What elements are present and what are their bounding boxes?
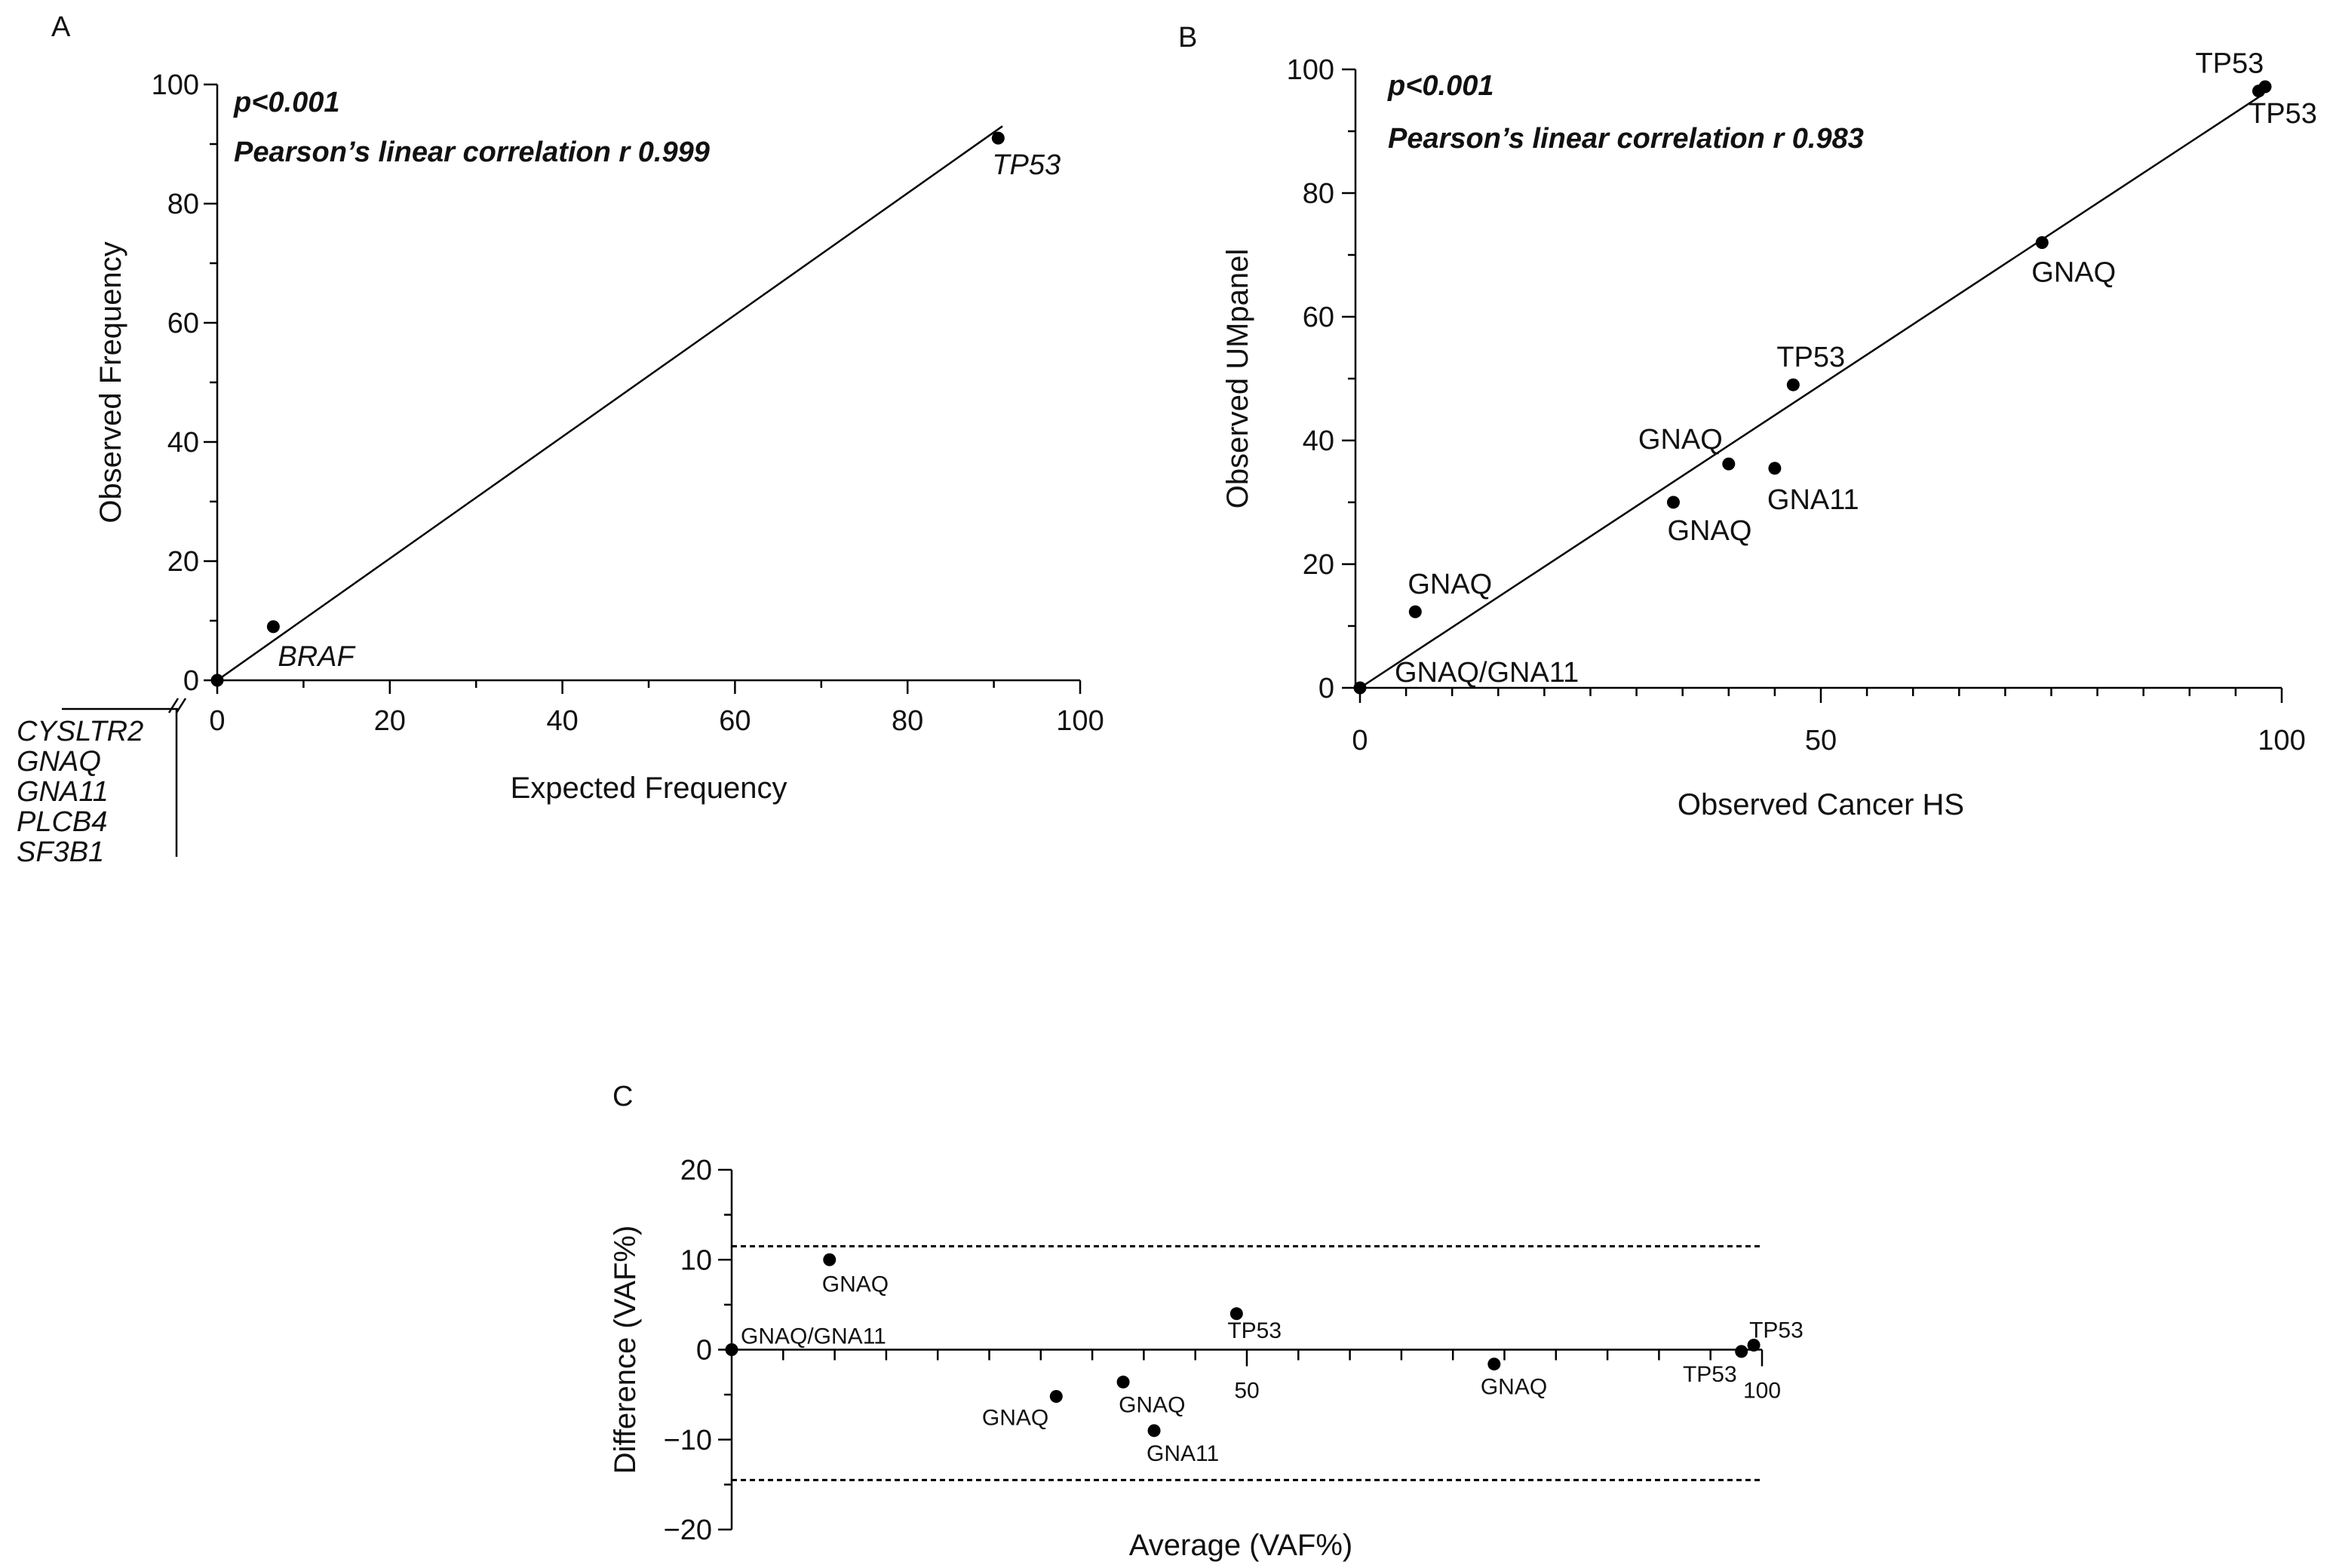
panel-c-y-tick-label: −10 [664,1425,712,1456]
panel-c-x-axis-title: Average (VAF%) [1129,1529,1352,1562]
panel-a-p-value: p<0.001 [233,87,340,118]
panel-a-y-axis-title: Observed Frequency [94,241,127,523]
panel-a-y-tick-label: 40 [167,427,199,459]
panel-b-letter: B [1178,22,1197,54]
panel-a-y-tick-label: 100 [152,69,199,101]
panel-a-zero-gene-label: CYSLTR2 [17,716,143,747]
panel-b-x-tick-label: 50 [1805,725,1837,756]
panel-c-point-label: GNAQ [1119,1392,1185,1417]
panel-c-point [1229,1307,1243,1321]
panel-b-point [2035,236,2049,250]
panel-a-y-tick-label: 20 [167,546,199,578]
panel-b-pearson-r: Pearson’s linear correlation r 0.983 [1388,123,1864,155]
panel-a-y-tick-label: 80 [167,189,199,220]
panel-a-x-tick-label: 100 [1056,705,1104,737]
panel-c-point [1735,1345,1748,1358]
panel-c-point [1147,1424,1161,1438]
panel-c-letter: C [612,1081,633,1112]
panel-c-point [1487,1358,1501,1371]
panel-b-point [1786,378,1800,391]
panel-c-point-label: GNA11 [1147,1441,1219,1466]
panel-b-point-label: GNA11 [1767,484,1859,516]
panel-c-point-label: TP53 [1683,1362,1737,1387]
panel-b-point-label: GNAQ/GNA11 [1395,657,1579,689]
panel-b-x-axis-title: Observed Cancer HS [1678,788,1964,821]
panel-c-y-tick-label: 0 [696,1335,712,1367]
panel-b-y-tick-label: 80 [1303,178,1334,210]
panel-a-zero-gene-label: GNAQ [17,746,101,778]
panel-c-x-tick-label: 100 [1743,1379,1781,1404]
panel-a-x-tick-label: 0 [209,705,225,737]
panel-c-point [725,1343,738,1356]
panel-a-zero-gene-label: SF3B1 [17,836,104,868]
panel-b-point-label: GNAQ [1408,569,1492,600]
panel-c-point-label: GNAQ [1481,1375,1547,1400]
panel-b-point [2258,80,2272,94]
panel-b-y-tick-label: 100 [1287,54,1334,86]
panel-c-point [823,1253,837,1266]
panel-b-point-label: GNAQ [1667,515,1751,547]
panel-b-p-value: p<0.001 [1387,70,1494,102]
panel-b-y-tick-label: 0 [1318,673,1334,704]
panel-b-y-tick-label: 60 [1303,302,1334,333]
panel-c-y-tick-label: 10 [680,1244,712,1276]
panel-a-x-axis-title: Expected Frequency [511,772,787,805]
panel-a-gene-bracket-break [167,698,180,713]
panel-b-point-label: TP53 [2195,48,2264,80]
panel-a-y-tick-label: 60 [167,308,199,339]
panel-a-y-tick-label: 0 [183,665,199,697]
panel-b-point [1666,496,1680,509]
panel-b-y-tick-label: 20 [1303,549,1334,581]
panel-b-y-tick-label: 40 [1303,425,1334,457]
panel-c-point [1116,1375,1130,1388]
panel-c-point [1747,1339,1761,1352]
panel-b-x-tick-label: 100 [2258,725,2305,756]
panel-a-x-tick-label: 40 [546,705,578,737]
panel-a-point-label: TP53 [992,149,1061,181]
panel-b-point-label: TP53 [1776,342,1845,373]
panel-b-point [1408,605,1422,618]
panel-a-x-tick-label: 60 [719,705,751,737]
panel-c-y-axis-title: Difference (VAF%) [609,1226,642,1474]
panel-c-point-label: TP53 [1227,1318,1282,1343]
panel-b-x-tick-label: 0 [1352,725,1368,756]
panel-b-y-axis-title: Observed UMpanel [1221,249,1254,509]
panel-c-y-tick-label: −20 [664,1514,712,1546]
panel-a-letter: A [51,11,71,43]
panel-b-point [1768,462,1782,475]
panel-b-point [1722,457,1736,471]
panel-a-zero-gene-label: PLCB4 [17,806,107,838]
panel-b-point-label: GNAQ [1638,424,1723,456]
panel-c-point-label: TP53 [1749,1318,1804,1343]
panel-c-point-label: GNAQ [982,1406,1048,1431]
panel-a-gene-bracket-break [175,698,187,713]
panel-c-y-tick-label: 20 [680,1155,712,1186]
panel-a-x-tick-label: 20 [374,705,406,737]
panel-b-point-label: TP53 [2249,98,2317,130]
panel-c-point [1049,1390,1063,1404]
panel-a-point [210,674,224,687]
panel-a-point [266,620,280,634]
panel-a-point [991,131,1005,145]
panel-c-point-label: GNAQ/GNA11 [741,1324,886,1349]
panel-c-x-tick-label: 50 [1234,1379,1259,1404]
panel-a-point-label: BRAF [278,641,355,673]
panel-b-fit-line [1359,93,2264,689]
panel-a-pearson-r: Pearson’s linear correlation r 0.999 [234,137,710,168]
panel-b-point [1353,681,1367,695]
panel-c-point-label: GNAQ [822,1272,889,1296]
panel-a-x-tick-label: 80 [892,705,923,737]
panel-a-fit-line [216,125,1003,682]
panel-a-zero-gene-label: GNA11 [17,776,109,808]
panel-b-point-label: GNAQ [2031,257,2116,289]
